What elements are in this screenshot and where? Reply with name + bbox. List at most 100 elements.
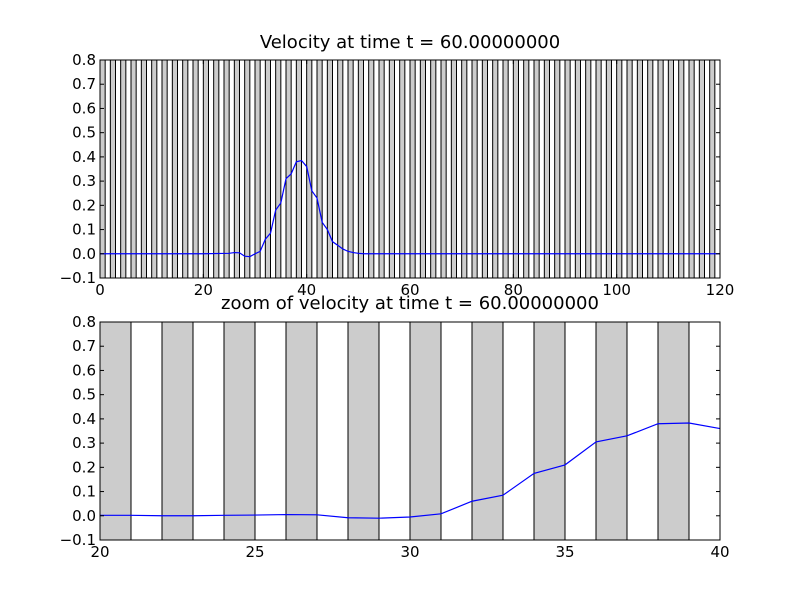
velocity-plot-shaded-cell: [388, 59, 396, 279]
zoom-velocity-plot-shaded-cell: [223, 321, 256, 541]
velocity-plot-series-line: [100, 159, 720, 258]
velocity-plot-y-tick-label: 0.6: [72, 99, 96, 117]
zoom-velocity-plot: zoom of velocity at time t = 60.00000000…: [60, 293, 730, 561]
zoom-velocity-plot-y-tick-label: 0.7: [72, 337, 96, 355]
zoom-velocity-plot-y-tick-label: 0.5: [72, 386, 96, 404]
zoom-velocity-plot-y-tick-label: 0.2: [72, 458, 96, 476]
velocity-plot-shaded-cell: [564, 59, 571, 279]
velocity-plot-shaded-cell: [595, 59, 602, 279]
velocity-plot-shaded-cell: [492, 59, 499, 279]
velocity-plot-x-tick-label: 100: [602, 281, 631, 299]
velocity-plot-shaded-cell: [647, 59, 654, 279]
velocity-plot-shaded-cell: [223, 59, 230, 279]
velocity-plot-shaded-cell: [295, 59, 303, 279]
velocity-plot-shaded-cell: [244, 59, 251, 279]
velocity-plot-shaded-cell: [502, 59, 509, 279]
velocity-plot-y-tick-label: 0.2: [72, 196, 96, 214]
velocity-plot-shaded-cell: [285, 59, 292, 279]
velocity-plot: Velocity at time t = 60.00000000 0 20 40 60…: [60, 32, 735, 299]
velocity-plot-shaded-cell: [554, 59, 561, 279]
velocity-plot-shaded-cell: [667, 59, 674, 279]
velocity-plot-shaded-cell: [109, 59, 117, 279]
velocity-plot-x-tick-label: 60: [400, 281, 419, 299]
velocity-plot-shaded-cell: [254, 59, 261, 279]
velocity-plot-shaded-cell: [151, 59, 158, 279]
velocity-plot-shaded-cell: [99, 59, 106, 279]
velocity-plot-shaded-cell: [636, 59, 643, 279]
velocity-plot-shaded-cell: [657, 59, 664, 279]
zoom-velocity-plot-x-tick-label: 25: [245, 543, 264, 561]
velocity-plot-shaded-cell: [120, 59, 127, 279]
velocity-plot-shaded-cell: [471, 59, 478, 279]
velocity-plot-shaded-cell: [347, 59, 354, 279]
zoom-velocity-plot-ticks: 20 25 30 35 40 −0.1 0.0 0.1 0.2 0.3 0.4 0.5 0.6 0.7 0.…: [60, 313, 730, 561]
velocity-plot-y-tick-label: 0.8: [72, 51, 96, 69]
velocity-plot-y-tick-label: 0.0: [72, 245, 96, 263]
zoom-velocity-plot-y-tick-label: 0.4: [72, 410, 96, 428]
velocity-plot-shaded-cell: [523, 59, 530, 279]
velocity-plot-shaded-cell: [430, 59, 437, 279]
velocity-plot-shaded-cell: [357, 59, 365, 279]
velocity-plot-x-tick-label: 0: [95, 281, 105, 299]
zoom-velocity-plot-x-tick-label: 35: [555, 543, 574, 561]
zoom-velocity-plot-shaded-cell: [347, 321, 380, 541]
velocity-plot-shaded-cell: [688, 59, 695, 279]
velocity-plot-shaded-cell: [275, 59, 282, 279]
zoom-velocity-plot-series-line: [100, 422, 721, 519]
zoom-velocity-plot-y-tick-label: 0.3: [72, 434, 96, 452]
velocity-plot-shaded-cell: [213, 59, 220, 279]
velocity-plot-shaded-cell: [326, 59, 334, 279]
velocity-plot-shaded-cell: [616, 59, 623, 279]
zoom-velocity-plot-y-tick-label: 0.1: [72, 483, 96, 501]
velocity-plot-shaded-cell: [626, 59, 633, 279]
velocity-plot-shaded-cell: [574, 59, 581, 279]
zoom-velocity-plot-y-tick-label: 0.8: [72, 313, 96, 331]
zoom-velocity-plot-y-tick-label: 0.6: [72, 361, 96, 379]
velocity-plot-shaded-cell: [399, 59, 406, 279]
velocity-plot-ticks: 0 20 40 60 80 100 120 −0.1 0.0 0.1 0.2 0.3 0.4 0.5 0.6…: [60, 51, 735, 299]
zoom-velocity-plot-shaded-cell: [161, 321, 194, 541]
velocity-plot-shaded-cell: [461, 59, 468, 279]
zoom-velocity-plot-title: zoom of velocity at time t = 60.00000000: [221, 293, 599, 314]
velocity-plot-shaded-cell: [264, 59, 272, 279]
zoom-velocity-plot-shaded-cell: [471, 321, 504, 541]
velocity-plot-shaded-cell: [161, 59, 168, 279]
zoom-velocity-plot-shaded-cell: [285, 321, 318, 541]
velocity-plot-y-tick-label: 0.3: [72, 172, 96, 190]
velocity-plot-shaded-cell: [378, 59, 385, 279]
velocity-plot-x-tick-label: 120: [706, 281, 735, 299]
velocity-plot-shaded-cell: [605, 59, 612, 279]
velocity-plot-shaded-cell: [585, 59, 592, 279]
velocity-plot-shaded-cell: [450, 59, 458, 279]
velocity-plot-shaded-cell: [192, 59, 199, 279]
velocity-plot-shaded-cell: [440, 59, 447, 279]
velocity-plot-shaded-cell: [678, 59, 685, 279]
velocity-plot-shaded-cell: [709, 59, 716, 279]
velocity-plot-shaded-cell: [533, 59, 540, 279]
velocity-plot-shaded-cell: [202, 59, 209, 279]
velocity-plot-y-tick-label: 0.4: [72, 148, 96, 166]
velocity-plot-y-tick-label: 0.5: [72, 124, 96, 142]
zoom-velocity-plot-series: [100, 422, 721, 519]
velocity-plot-shaded-cell: [171, 59, 178, 279]
zoom-velocity-plot-shaded-cell: [595, 321, 628, 541]
velocity-plot-shaded-cell: [182, 59, 189, 279]
velocity-plot-shaded-cell: [512, 59, 519, 279]
zoom-velocity-plot-shaded-cell: [533, 321, 566, 541]
velocity-plot-y-tick-label: 0.7: [72, 75, 96, 93]
velocity-plot-shaded-cell: [409, 59, 416, 279]
velocity-plot-shaded-cell: [316, 59, 323, 279]
velocity-plot-x-tick-label: 20: [194, 281, 213, 299]
zoom-velocity-plot-shaded-cell: [409, 321, 442, 541]
zoom-velocity-plot-x-tick-label: 30: [400, 543, 419, 561]
zoom-velocity-plot-x-tick-label: 20: [90, 543, 109, 561]
zoom-velocity-plot-shaded-cell: [657, 321, 690, 541]
velocity-plot-shaded-cell: [481, 59, 489, 279]
velocity-plot-shaded-cell: [419, 59, 427, 279]
zoom-velocity-plot-shaded-cell: [99, 321, 132, 541]
velocity-plot-shaded-cell: [140, 59, 147, 279]
zoom-velocity-plot-y-tick-label: 0.0: [72, 507, 96, 525]
velocity-plot-series: [100, 159, 720, 258]
zoom-velocity-plot-x-tick-label: 40: [710, 543, 729, 561]
